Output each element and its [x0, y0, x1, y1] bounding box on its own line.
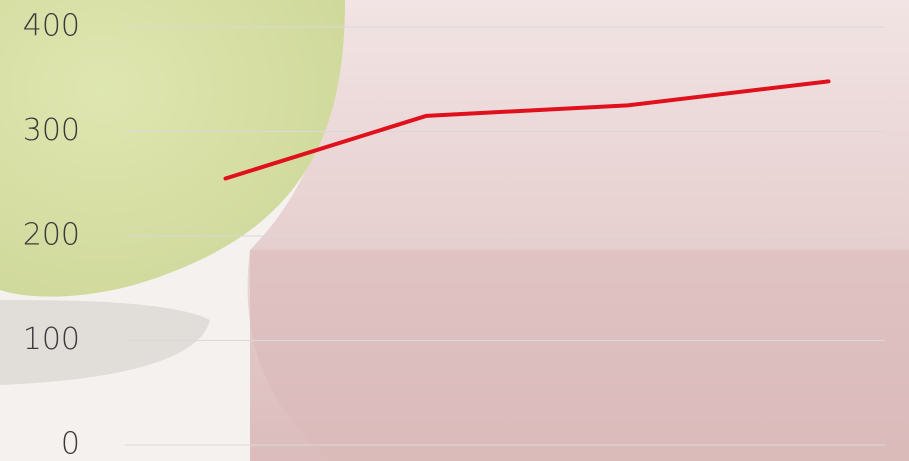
y-tick-label: 0 — [61, 427, 80, 461]
y-tick-label: 100 — [23, 322, 80, 357]
line — [223, 79, 831, 181]
background-court — [247, 250, 909, 461]
y-tick-label: 300 — [23, 113, 80, 148]
y-tick-label: 200 — [23, 218, 80, 253]
background-ball — [0, 0, 345, 297]
background-shadow — [0, 300, 210, 385]
y-tick-label: 400 — [23, 9, 80, 44]
